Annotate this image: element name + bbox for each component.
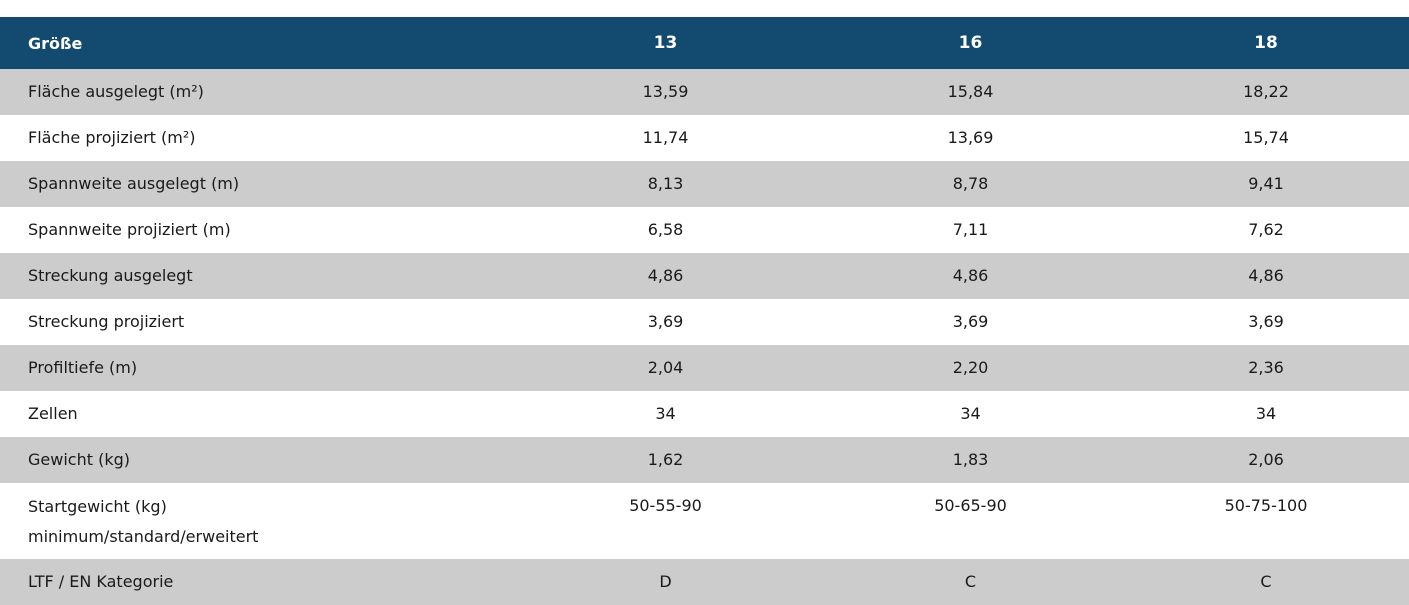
row-label: Profiltiefe (m) — [28, 358, 138, 377]
row-label: LTF / EN Kategorie — [28, 572, 174, 591]
cell-value: 34 — [655, 404, 676, 423]
cell-value: 18,22 — [1243, 82, 1289, 101]
cell-value: 3,69 — [952, 312, 989, 331]
cell-value: 2,20 — [952, 358, 989, 377]
table-row: Gewicht (kg) 1,62 1,83 2,06 — [0, 437, 1409, 483]
row-label: Fläche projiziert (m²) — [28, 128, 196, 147]
cell-value: 1,83 — [952, 450, 989, 469]
cell-value: 9,41 — [1248, 174, 1284, 193]
row-label: Spannweite ausgelegt (m) — [28, 174, 240, 193]
cell-value: 3,69 — [1248, 312, 1284, 331]
cell-value: 3,69 — [647, 312, 684, 331]
table-row: Profiltiefe (m) 2,04 2,20 2,36 — [0, 345, 1409, 391]
table-row: Streckung ausgelegt 4,86 4,86 4,86 — [0, 253, 1409, 299]
header-size-18: 18 — [1254, 33, 1278, 53]
cell-value: 50-65-90 — [934, 496, 1007, 515]
cell-value: 2,36 — [1248, 358, 1284, 377]
cell-value: C — [964, 572, 977, 591]
cell-value: C — [1260, 572, 1272, 591]
table-header-row: Größe 13 16 18 — [0, 17, 1409, 69]
cell-value: 2,04 — [647, 358, 684, 377]
row-label: Startgewicht (kg) minimum/standard/erwei… — [0, 483, 513, 559]
header-size-13: 13 — [653, 33, 678, 53]
table-row: Zellen 34 34 34 — [0, 391, 1409, 437]
cell-value: 50-55-90 — [629, 496, 702, 515]
cell-value: 11,74 — [642, 128, 689, 147]
cell-value: 7,11 — [952, 220, 989, 239]
table-row: Fläche ausgelegt (m²) 13,59 15,84 18,22 — [0, 69, 1409, 115]
cell-value: 4,86 — [647, 266, 684, 285]
table-row: LTF / EN Kategorie D C C — [0, 559, 1409, 605]
table-row: Spannweite ausgelegt (m) 8,13 8,78 9,41 — [0, 161, 1409, 207]
row-label: Fläche ausgelegt (m²) — [28, 82, 204, 101]
cell-value: 34 — [1255, 404, 1277, 423]
cell-value: 7,62 — [1248, 220, 1284, 239]
row-label: Gewicht (kg) — [28, 450, 130, 469]
row-label: Streckung projiziert — [28, 312, 185, 331]
row-label: Streckung ausgelegt — [28, 266, 193, 285]
row-label-main: Startgewicht (kg) — [28, 497, 167, 516]
cell-value: 4,86 — [952, 266, 989, 285]
header-size-label: Größe — [28, 33, 83, 53]
cell-value: 8,13 — [647, 174, 684, 193]
cell-value: 2,06 — [1248, 450, 1284, 469]
cell-value: 1,62 — [647, 450, 684, 469]
spec-table: Größe 13 16 18 Fläche ausgelegt (m²) 13,… — [0, 17, 1409, 605]
table-row: Spannweite projiziert (m) 6,58 7,11 7,62 — [0, 207, 1409, 253]
row-label: Zellen — [28, 404, 78, 423]
table-row: Streckung projiziert 3,69 3,69 3,69 — [0, 299, 1409, 345]
header-size-16: 16 — [958, 33, 983, 53]
cell-value: 50-75-100 — [1224, 496, 1308, 515]
row-label: Spannweite projiziert (m) — [28, 220, 231, 239]
cell-value: 13,69 — [947, 128, 994, 147]
table-row: Startgewicht (kg) minimum/standard/erwei… — [0, 483, 1409, 559]
cell-value: 8,78 — [952, 174, 989, 193]
cell-value: 6,58 — [647, 220, 684, 239]
spec-table-container: Größe 13 16 18 Fläche ausgelegt (m²) 13,… — [0, 17, 1409, 605]
cell-value: D — [659, 572, 672, 591]
cell-value: 13,59 — [642, 82, 689, 101]
row-label-sub: minimum/standard/erweitert — [28, 527, 259, 546]
cell-value: 34 — [960, 404, 981, 423]
cell-value: 4,86 — [1248, 266, 1284, 285]
table-row: Fläche projiziert (m²) 11,74 13,69 15,74 — [0, 115, 1409, 161]
cell-value: 15,84 — [947, 82, 994, 101]
cell-value: 15,74 — [1243, 128, 1289, 147]
